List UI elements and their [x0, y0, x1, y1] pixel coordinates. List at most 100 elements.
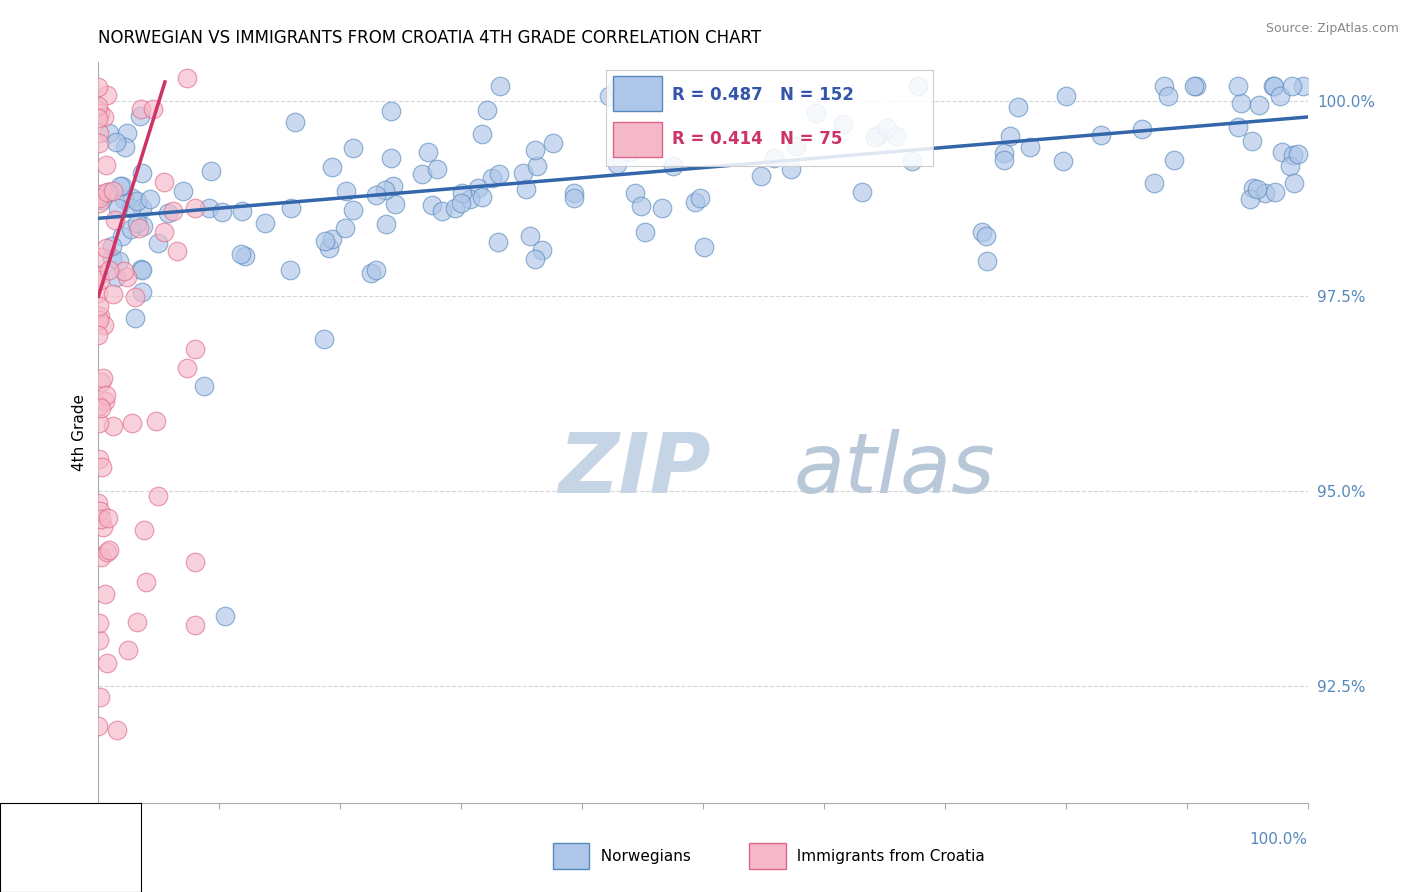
- Point: [198, 201, 221, 215]
- Point: [868, 128, 890, 143]
- Point: [993, 146, 1015, 161]
- Point: [314, 332, 336, 346]
- Point: [321, 160, 343, 174]
- Point: [90, 187, 112, 202]
- Point: [87, 286, 110, 301]
- Point: [998, 128, 1021, 143]
- Point: [87, 79, 110, 94]
- Point: [146, 236, 169, 251]
- Point: [128, 220, 150, 235]
- Point: [103, 184, 125, 198]
- Point: [112, 264, 135, 278]
- Point: [471, 190, 494, 204]
- Point: [450, 186, 472, 200]
- Point: [96, 185, 118, 199]
- Point: [87, 99, 110, 113]
- Point: [475, 103, 498, 117]
- Text: 100.0%: 100.0%: [1250, 832, 1308, 847]
- Point: [1281, 78, 1303, 93]
- Point: [1278, 159, 1301, 173]
- Point: [374, 183, 396, 197]
- Point: [101, 252, 124, 266]
- Point: [107, 201, 129, 215]
- Point: [89, 105, 111, 120]
- Point: [87, 496, 110, 510]
- Point: [426, 161, 449, 176]
- Point: [851, 185, 873, 199]
- Point: [87, 328, 110, 343]
- Point: [98, 262, 121, 277]
- Point: [193, 378, 215, 392]
- Point: [87, 452, 110, 467]
- Point: [105, 723, 128, 737]
- Point: [111, 178, 134, 193]
- Point: [129, 102, 152, 116]
- Point: [104, 269, 127, 284]
- Point: [374, 217, 396, 231]
- Point: [901, 153, 924, 168]
- Point: [1240, 134, 1263, 148]
- Point: [200, 163, 222, 178]
- Point: [97, 542, 120, 557]
- Point: [1229, 95, 1251, 110]
- Point: [131, 166, 153, 180]
- Point: [651, 201, 673, 215]
- Point: [103, 418, 125, 433]
- Point: [117, 126, 139, 140]
- Point: [94, 241, 117, 255]
- Point: [101, 287, 124, 301]
- Point: [1052, 154, 1074, 169]
- Point: [693, 240, 716, 254]
- Point: [214, 608, 236, 623]
- Point: [634, 225, 657, 239]
- Point: [1254, 186, 1277, 200]
- Point: [235, 249, 257, 263]
- Point: [467, 181, 489, 195]
- Point: [229, 246, 252, 260]
- Point: [108, 254, 131, 268]
- Point: [489, 78, 512, 93]
- Point: [87, 719, 110, 733]
- Point: [564, 186, 586, 200]
- Point: [87, 126, 110, 140]
- Point: [420, 198, 443, 212]
- Point: [93, 318, 115, 333]
- Point: [231, 204, 253, 219]
- Point: [253, 216, 276, 230]
- Point: [184, 343, 207, 357]
- Point: [1227, 120, 1250, 135]
- Point: [832, 117, 855, 131]
- Point: [335, 220, 357, 235]
- Point: [865, 130, 887, 145]
- Point: [624, 186, 647, 200]
- Point: [519, 228, 541, 243]
- Point: [1143, 176, 1166, 190]
- Point: [318, 241, 340, 255]
- Point: [884, 129, 907, 144]
- Point: [87, 196, 110, 211]
- Text: Immigrants from Croatia: Immigrants from Croatia: [787, 849, 986, 863]
- Point: [763, 151, 786, 165]
- Point: [132, 219, 155, 234]
- Point: [153, 225, 176, 239]
- Point: [93, 110, 115, 124]
- Point: [162, 204, 184, 219]
- Point: [124, 310, 146, 325]
- Point: [460, 192, 482, 206]
- Point: [524, 252, 547, 266]
- Point: [380, 103, 402, 118]
- Point: [876, 121, 898, 136]
- Point: [117, 643, 139, 657]
- Point: [1284, 176, 1306, 190]
- Point: [342, 203, 364, 218]
- Point: [1163, 153, 1185, 167]
- Point: [1157, 89, 1180, 103]
- Point: [1263, 78, 1285, 93]
- Point: [129, 262, 152, 277]
- Point: [630, 198, 652, 212]
- Point: [90, 550, 112, 565]
- Point: [176, 360, 198, 375]
- Point: [683, 194, 706, 209]
- Point: [90, 375, 112, 389]
- Point: [1182, 78, 1205, 93]
